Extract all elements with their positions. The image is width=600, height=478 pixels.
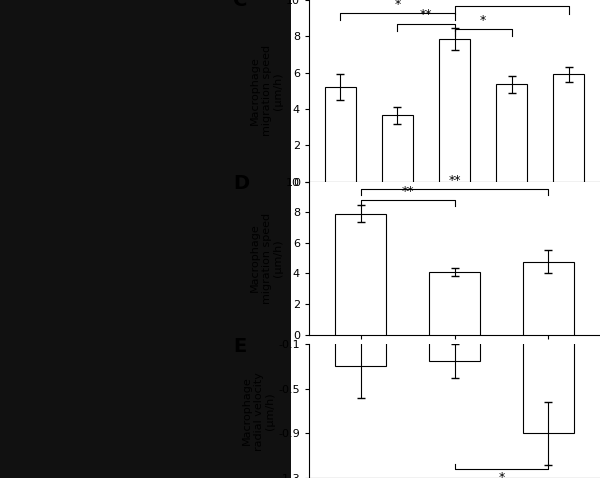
Text: D: D	[233, 174, 250, 193]
Bar	[523, 333, 574, 434]
Bar	[553, 75, 584, 182]
Text: *: *	[394, 0, 401, 11]
Text: **: **	[448, 174, 461, 187]
Bar	[523, 262, 574, 335]
Y-axis label: Macrophage
migration speed
(μm/h): Macrophage migration speed (μm/h)	[250, 213, 283, 304]
Text: **: **	[420, 9, 432, 22]
Text: **: **	[401, 185, 414, 198]
Y-axis label: Macrophage
migration speed
(μm/h): Macrophage migration speed (μm/h)	[250, 45, 283, 136]
Bar	[335, 333, 386, 367]
Bar	[382, 115, 413, 182]
Bar	[428, 333, 481, 361]
Bar	[428, 272, 481, 335]
Y-axis label: Macrophage
radial velocity
(μm/h): Macrophage radial velocity (μm/h)	[242, 371, 275, 451]
Text: E: E	[233, 337, 247, 357]
Text: *: *	[480, 14, 486, 27]
Text: C: C	[233, 0, 248, 10]
Text: *: *	[508, 0, 515, 4]
Bar	[439, 39, 470, 182]
Bar	[496, 85, 527, 182]
Bar	[325, 87, 356, 182]
Bar	[335, 214, 386, 335]
Text: *: *	[499, 471, 505, 478]
